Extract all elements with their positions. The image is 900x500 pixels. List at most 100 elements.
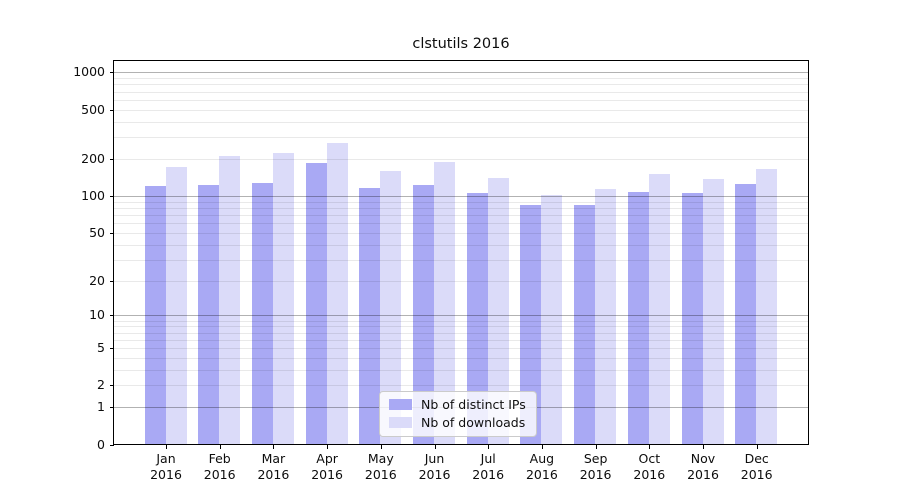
y-tick-label-20: 20 — [89, 272, 105, 288]
x-tick-month-mar: Mar — [261, 451, 286, 466]
bars-layer — [113, 60, 809, 445]
gridline-minor-800 — [113, 84, 809, 86]
gridline-minor-5 — [113, 348, 809, 349]
y-tick-label-10: 10 — [89, 307, 105, 323]
x-tick-month-oct: Oct — [638, 451, 661, 466]
gridline-minor-200 — [113, 158, 809, 160]
x-tick-year-jun: 2016 — [418, 466, 451, 482]
x-tick-label-may: May 2016 — [349, 451, 413, 482]
gridline-minor-4 — [113, 357, 809, 359]
gridline-minor-8 — [113, 326, 809, 328]
legend-item-downloads: Nb of downloads — [389, 416, 526, 429]
gridline-minor-600 — [113, 99, 809, 101]
gridline-minor-30 — [113, 259, 809, 261]
x-tick-month-dec: Dec — [744, 451, 769, 466]
x-tick-label-jun: Jun 2016 — [403, 451, 467, 482]
gridline-minor-9 — [113, 320, 809, 322]
legend-label-downloads: Nb of downloads — [421, 415, 526, 430]
gridline-minor-70 — [113, 214, 809, 216]
y-tick-5 — [109, 348, 114, 349]
y-tick-label-1: 1 — [97, 399, 105, 415]
gridline-minor-900 — [113, 78, 809, 80]
plot-area — [113, 60, 809, 445]
y-tick-1 — [109, 407, 114, 409]
gridline-minor-40 — [113, 244, 809, 246]
bar-distinct-ips-oct — [627, 192, 649, 445]
gridline-major-100 — [113, 196, 809, 197]
x-tick-jan — [166, 445, 167, 449]
x-tick-month-may: May — [367, 451, 394, 466]
gridline-major-10 — [113, 315, 809, 317]
x-tick-aug — [541, 445, 543, 449]
x-tick-label-sep: Sep 2016 — [564, 451, 628, 482]
x-tick-year-nov: 2016 — [687, 466, 719, 482]
gridline-major-1000 — [113, 72, 809, 74]
x-tick-jun — [434, 445, 436, 449]
gridline-minor-20 — [113, 280, 809, 282]
x-tick-month-jan: Jan — [156, 451, 176, 466]
x-tick-label-mar: Mar 2016 — [241, 451, 305, 482]
bar-distinct-ips-sep — [574, 205, 596, 445]
y-tick-0 — [109, 444, 114, 446]
x-tick-month-apr: Apr — [316, 451, 338, 466]
gridline-minor-3 — [113, 369, 809, 371]
y-tick-label-500: 500 — [81, 101, 105, 117]
x-tick-year-dec: 2016 — [740, 466, 773, 482]
x-tick-year-aug: 2016 — [525, 466, 558, 482]
chart-title: clstutils 2016 — [412, 36, 510, 52]
gridline-minor-400 — [113, 121, 809, 123]
y-tick-50 — [109, 232, 114, 234]
gridline-minor-2 — [113, 385, 809, 387]
legend-item-distinct-ips: Nb of distinct IPs — [389, 398, 526, 411]
legend-label-distinct-ips: Nb of distinct IPs — [421, 397, 526, 412]
x-tick-month-aug: Aug — [529, 451, 555, 466]
x-tick-feb — [219, 445, 221, 449]
x-tick-year-feb: 2016 — [203, 466, 236, 482]
x-tick-label-nov: Nov 2016 — [671, 451, 735, 482]
gridline-minor-60 — [113, 223, 809, 225]
y-tick-2 — [109, 385, 114, 387]
y-tick-label-2: 2 — [97, 377, 105, 393]
bar-downloads-may — [380, 171, 402, 445]
bar-downloads-jan — [165, 167, 187, 445]
gridline-minor-500 — [113, 109, 809, 111]
bar-distinct-ips-jun — [413, 184, 434, 445]
gridline-minor-300 — [113, 137, 809, 139]
gridline-minor-6 — [113, 339, 809, 341]
x-tick-year-apr: 2016 — [311, 466, 343, 482]
bar-distinct-ips-aug — [520, 205, 542, 445]
bar-distinct-ips-mar — [251, 182, 273, 445]
x-tick-label-feb: Feb 2016 — [188, 451, 252, 482]
x-tick-apr — [327, 445, 329, 449]
gridline-minor-700 — [113, 91, 809, 93]
y-tick-label-50: 50 — [89, 224, 105, 240]
y-tick-500 — [109, 109, 114, 111]
bar-downloads-oct — [648, 174, 670, 445]
y-tick-label-100: 100 — [81, 188, 105, 203]
x-tick-year-oct: 2016 — [633, 466, 666, 482]
y-tick-100 — [109, 196, 114, 197]
bar-distinct-ips-jul — [466, 192, 488, 445]
x-tick-month-sep: Sep — [583, 451, 608, 466]
x-tick-nov — [703, 445, 704, 449]
bar-downloads-nov — [702, 179, 724, 445]
bar-downloads-feb — [219, 156, 241, 445]
x-tick-year-jul: 2016 — [472, 466, 505, 482]
gridline-minor-80 — [113, 207, 809, 209]
bar-downloads-sep — [595, 188, 617, 445]
x-tick-month-nov: Nov — [690, 451, 716, 466]
y-tick-label-0: 0 — [97, 436, 105, 452]
x-tick-may — [380, 445, 382, 449]
x-tick-label-jul: Jul 2016 — [456, 451, 520, 482]
x-tick-sep — [595, 445, 597, 449]
bar-downloads-apr — [326, 142, 348, 445]
x-tick-label-aug: Aug 2016 — [510, 451, 574, 482]
x-tick-year-mar: 2016 — [257, 466, 290, 482]
x-tick-year-jan: 2016 — [150, 466, 182, 482]
x-tick-label-dec: Dec 2016 — [725, 451, 789, 482]
bar-downloads-jun — [434, 161, 455, 445]
gridline-minor-7 — [113, 332, 809, 334]
x-tick-mar — [273, 445, 275, 449]
bar-distinct-ips-may — [359, 187, 381, 445]
